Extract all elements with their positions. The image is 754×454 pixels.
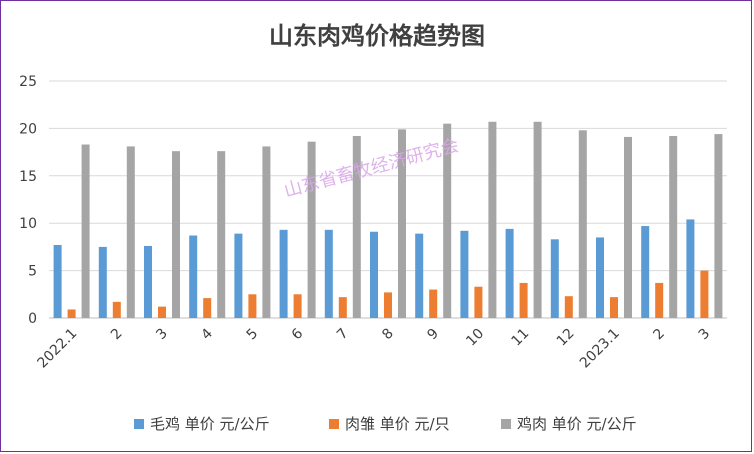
bar-rouchu [158, 306, 166, 318]
bar-maoji [98, 246, 107, 318]
y-tick-label: 0 [28, 311, 37, 327]
x-tick-label: 7 [334, 326, 352, 344]
bar-jirou [714, 134, 723, 318]
x-tick-label: 2023.1 [577, 326, 623, 372]
chart-title: 山东肉鸡价格趋势图 [269, 22, 485, 50]
bar-rouchu [564, 296, 573, 318]
bar-rouchu [655, 282, 664, 318]
legend-swatch [329, 419, 339, 429]
bar-jirou [669, 135, 678, 318]
legend-swatch [134, 419, 144, 429]
legend-label: 肉雏 单价 元/只 [345, 415, 450, 433]
bar-maoji [324, 229, 333, 318]
y-tick-label: 20 [19, 121, 37, 137]
y-axis-ticks: 0 5 10 15 20 25 [19, 74, 37, 327]
legend-swatch [501, 419, 511, 429]
bar-maoji [370, 231, 378, 318]
bar-maoji [189, 235, 198, 318]
bar-maoji [596, 237, 604, 318]
bar-rouchu [429, 289, 438, 318]
bar-rouchu [112, 301, 121, 318]
bar-jirou [398, 129, 406, 318]
bar-jirou [533, 121, 542, 318]
bar-jirou [81, 144, 90, 318]
y-tick-label: 10 [19, 216, 37, 232]
x-tick-label: 11 [509, 326, 533, 350]
bar-rouchu [384, 292, 392, 318]
bar-jirou [217, 151, 226, 318]
bar-maoji [415, 233, 424, 318]
x-tick-label: 6 [289, 325, 307, 343]
bar-rouchu [474, 286, 483, 318]
bar-rouchu [203, 298, 212, 318]
bar-rouchu [67, 309, 76, 318]
y-tick-label: 25 [19, 74, 37, 90]
bar-maoji [686, 219, 695, 318]
x-tick-label: 5 [244, 326, 262, 344]
y-tick-label: 5 [28, 264, 37, 280]
legend-label: 毛鸡 单价 元/公斤 [150, 415, 270, 433]
legend: 毛鸡 单价 元/公斤 肉雏 单价 元/只 鸡肉 单价 元/公斤 [134, 415, 637, 433]
y-tick-label: 15 [19, 169, 37, 185]
x-tick-label: 2 [108, 326, 126, 344]
x-tick-label: 10 [463, 326, 487, 350]
x-tick-label: 2 [650, 326, 668, 344]
bar-rouchu [338, 297, 347, 318]
bar-series [53, 121, 723, 318]
x-tick-label: 2022.1 [34, 326, 80, 372]
bar-jirou [578, 130, 587, 318]
bar-jirou [172, 151, 180, 318]
bar-rouchu [248, 294, 257, 318]
bar-maoji [505, 228, 514, 318]
bar-jirou [352, 135, 361, 318]
x-tick-label: 4 [198, 325, 216, 343]
bar-jirou [307, 141, 316, 318]
bar-maoji [279, 229, 288, 318]
bar-jirou [126, 146, 135, 318]
bar-rouchu [700, 270, 709, 318]
bar-rouchu [519, 282, 528, 318]
x-tick-label: 3 [696, 326, 714, 344]
bar-maoji [144, 245, 152, 318]
legend-label: 鸡肉 单价 元/公斤 [517, 415, 637, 433]
bar-jirou [624, 136, 632, 318]
bar-maoji [234, 233, 243, 318]
bar-rouchu [293, 294, 302, 318]
bar-rouchu [610, 297, 618, 318]
x-tick-label: 8 [379, 326, 397, 344]
bar-maoji [641, 226, 650, 318]
x-tick-label: 12 [554, 326, 578, 350]
bar-maoji [550, 239, 559, 318]
bar-maoji [53, 245, 62, 318]
x-axis-ticks: 2022.1 2 3 4 5 6 7 8 9 10 11 12 2023.1 2 3 [34, 325, 713, 371]
x-tick-label: 3 [153, 326, 171, 344]
bar-jirou [488, 121, 497, 318]
bar-maoji [460, 230, 469, 318]
bar-jirou [262, 146, 271, 318]
x-tick-label: 9 [424, 326, 442, 344]
bar-jirou [443, 123, 452, 318]
